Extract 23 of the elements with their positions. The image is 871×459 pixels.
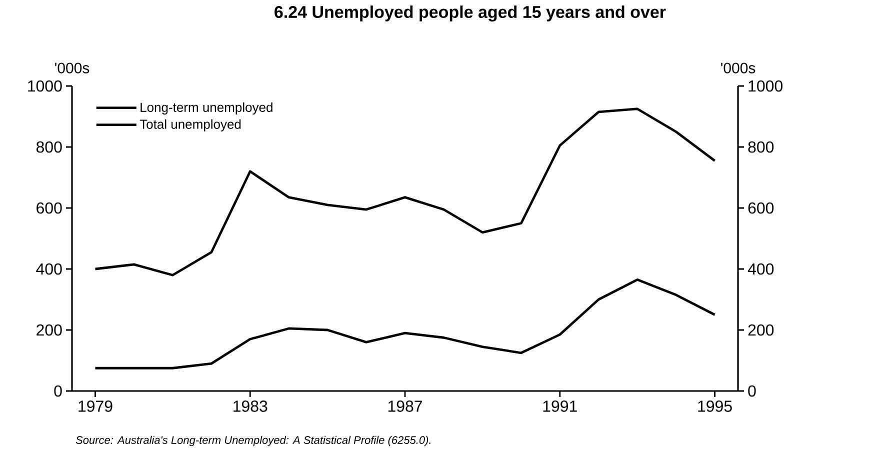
chart-title: 6.24 Unemployed people aged 15 years and over: [274, 6, 666, 22]
y-axis-title: '000s: [55, 62, 90, 74]
y2-tick-label: 200: [748, 324, 774, 336]
source-note: Source: Australia's Long-term Unemployed: A Statistical Profile (6255.0).: [76, 436, 430, 446]
y2-tick-label: 0: [748, 385, 756, 397]
y2-tick-label: 600: [748, 202, 774, 214]
y2-tick-label: 800: [748, 141, 774, 153]
x-tick-label: 1987: [388, 400, 422, 412]
x-tick-label: 1979: [78, 400, 112, 412]
y-tick-label: 600: [36, 202, 62, 214]
x-tick-label: 1995: [698, 400, 732, 412]
x-tick-label: 1983: [234, 400, 268, 412]
legend-label: Total unemployed: [140, 119, 241, 132]
legend-label: Long-term unemployed: [140, 102, 272, 115]
y-tick-label: 200: [36, 324, 62, 336]
y-tick-label: 0: [54, 385, 62, 397]
y-tick-label: 1000: [28, 80, 62, 92]
y2-axis-title: '000s: [721, 62, 756, 74]
y-tick-label: 400: [36, 263, 62, 275]
x-tick-label: 1991: [543, 400, 577, 412]
y-tick-label: 800: [36, 141, 62, 153]
y2-tick-label: 1000: [748, 80, 782, 92]
y2-tick-label: 400: [748, 263, 774, 275]
